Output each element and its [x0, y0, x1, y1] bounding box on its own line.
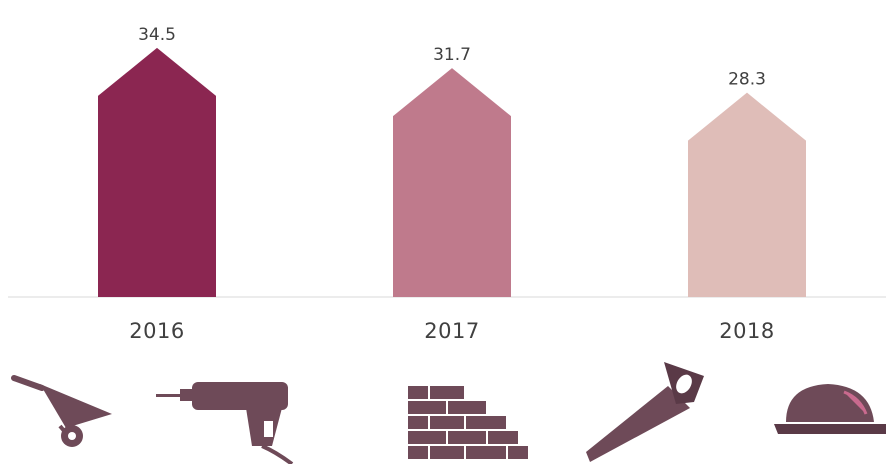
bars — [98, 47, 806, 297]
value-labels: 34.5 31.7 28.3 — [138, 25, 766, 90]
category-labels: 2016 2017 2018 — [129, 319, 774, 343]
bar-2016 — [98, 47, 216, 297]
brick-wall-icon — [408, 386, 528, 459]
category-label-2016: 2016 — [129, 319, 184, 343]
hard-hat-icon — [774, 384, 886, 434]
power-drill-icon — [156, 382, 294, 464]
value-label-2017: 31.7 — [433, 45, 471, 65]
wheelbarrow-icon — [11, 375, 112, 447]
bar-2017 — [393, 68, 511, 297]
category-label-2017: 2017 — [424, 319, 479, 343]
bar-2018 — [688, 92, 806, 297]
hand-saw-icon — [586, 362, 704, 462]
value-label-2018: 28.3 — [728, 70, 766, 90]
value-label-2016: 34.5 — [138, 25, 176, 45]
category-label-2018: 2018 — [719, 319, 774, 343]
